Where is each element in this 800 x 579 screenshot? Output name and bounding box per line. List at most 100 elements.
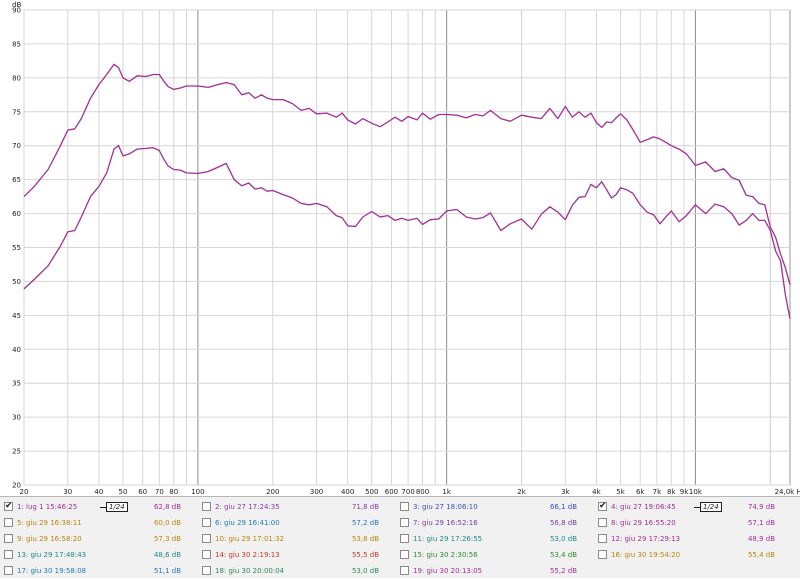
measurement-checkbox[interactable] xyxy=(400,550,409,559)
y-tick-label: 65 xyxy=(12,176,21,184)
measurement-name[interactable]: 14: giu 30 2:19:13 xyxy=(215,551,280,559)
legend-row: ✔ 1: lug 1 15:46:25 1/24 62,8 dB 2: giu 27 1… xyxy=(0,499,800,515)
measurement-checkbox[interactable] xyxy=(202,566,211,575)
legend-item: 6: giu 29 16:41:00 57,2 dB xyxy=(198,515,395,531)
checkmark-icon: ✔ xyxy=(5,501,13,511)
measurement-name[interactable]: 18: giu 30 20:00:04 xyxy=(215,567,285,575)
measurement-name[interactable]: 2: giu 27 17:24:35 xyxy=(215,503,280,511)
measurement-checkbox[interactable] xyxy=(4,534,13,543)
measurement-name[interactable]: 11: giu 29 17:26:55 xyxy=(413,535,483,543)
measurement-checkbox[interactable] xyxy=(598,534,607,543)
x-tick-label: 9k xyxy=(680,488,689,496)
measurement-name[interactable]: 19: giu 30 20:13:05 xyxy=(413,567,483,575)
measurement-name[interactable]: 13: giu 29 17:48:43 xyxy=(17,551,87,559)
measurement-name[interactable]: 16: giu 30 19:54:20 xyxy=(611,551,681,559)
legend-row: 17: giu 30 19:58:08 51,1 dB 18: giu 30 20:… xyxy=(0,563,800,579)
measurement-checkbox[interactable] xyxy=(400,518,409,527)
legend-item: 17: giu 30 19:58:08 51,1 dB xyxy=(0,563,197,579)
legend-item: 10: giu 29 17:01:32 53,8 dB xyxy=(198,531,395,547)
measurement-name[interactable]: 17: giu 30 19:58:08 xyxy=(17,567,87,575)
measurement-name[interactable]: 1: lug 1 15:46:25 xyxy=(17,503,78,511)
measurement-checkbox[interactable] xyxy=(4,518,13,527)
measurement-level: 55,2 dB xyxy=(549,567,577,575)
x-tick-label: 700 xyxy=(401,488,414,496)
measurement-checkbox[interactable]: ✔ xyxy=(598,501,607,511)
y-tick-label: 70 xyxy=(12,142,21,150)
smoothing-indicator[interactable]: 1/24 xyxy=(694,502,722,512)
y-tick-label: 40 xyxy=(12,346,21,354)
x-tick-label: 70 xyxy=(155,488,164,496)
x-tick-label: 20 xyxy=(20,488,29,496)
measurement-checkbox[interactable] xyxy=(400,566,409,575)
measurement-name[interactable]: 12: giu 29 17:29:13 xyxy=(611,535,681,543)
legend-item: 3: giu 27 18:06:10 66,1 dB xyxy=(396,499,593,515)
measurement-checkbox[interactable] xyxy=(598,550,607,559)
x-tick-label: 300 xyxy=(310,488,323,496)
measurement-name[interactable]: 4: giu 27 19:06:45 xyxy=(611,503,676,511)
measurement-name[interactable]: 10: giu 29 17:01:32 xyxy=(215,535,285,543)
measurement-level: 55,4 dB xyxy=(747,551,775,559)
smoothing-indicator[interactable]: 1/24 xyxy=(100,502,128,512)
y-tick-label: 85 xyxy=(12,40,21,48)
measurement-name[interactable]: 3: giu 27 18:06:10 xyxy=(413,503,478,511)
measurement-name[interactable]: 9: giu 29 16:58:20 xyxy=(17,535,82,543)
x-tick-label: 6k xyxy=(636,488,645,496)
measurement-level: 53,8 dB xyxy=(351,535,379,543)
measurement-level: 53,0 dB xyxy=(549,535,577,543)
measurement-level: 74,9 dB xyxy=(747,503,775,511)
legend-item: 19: giu 30 20:13:05 55,2 dB xyxy=(396,563,593,579)
measurement-level: 48,6 dB xyxy=(153,551,181,559)
measurement-level: 66,1 dB xyxy=(549,503,577,511)
y-axis-unit-label: dB xyxy=(12,1,21,9)
measurement-level: 48,9 dB xyxy=(747,535,775,543)
legend-item: 15: giu 30 2:30:56 53,4 dB xyxy=(396,547,593,563)
measurement-checkbox[interactable] xyxy=(202,502,211,511)
x-tick-label: 24,0k Hz xyxy=(775,488,800,496)
x-tick-label: 7k xyxy=(653,488,662,496)
x-tick-label: 80 xyxy=(169,488,178,496)
measurement-level: 62,8 dB xyxy=(153,503,181,511)
measurement-level: 71,8 dB xyxy=(351,503,379,511)
x-tick-label: 500 xyxy=(365,488,378,496)
measurement-name[interactable]: 5: giu 29 16:38:11 xyxy=(17,519,82,527)
x-tick-label: 100 xyxy=(191,488,204,496)
measurement-checkbox[interactable] xyxy=(400,502,409,511)
legend-item: 2: giu 27 17:24:35 71,8 dB xyxy=(198,499,395,515)
measurement-checkbox[interactable] xyxy=(400,534,409,543)
measurement-level: 56,8 dB xyxy=(549,519,577,527)
measurement-checkbox[interactable] xyxy=(202,518,211,527)
measurement-checkbox[interactable] xyxy=(4,550,13,559)
x-tick-label: 10k xyxy=(689,488,703,496)
series-line-2 xyxy=(23,145,791,319)
legend-item: 16: giu 30 19:54:20 55,4 dB xyxy=(594,547,791,563)
x-tick-label: 4k xyxy=(592,488,601,496)
x-tick-label: 8k xyxy=(667,488,676,496)
x-axis-tick-labels: 20 30 40 50 60 70 80 100 200 300 400 500 600 700 800 1k… xyxy=(20,488,800,496)
measurement-name[interactable]: 7: giu 29 16:52:16 xyxy=(413,519,478,527)
legend-item: ✔ 4: giu 27 19:06:45 1/24 74,9 dB xyxy=(594,499,791,515)
measurement-name[interactable]: 8: giu 29 16:55:20 xyxy=(611,519,676,527)
y-tick-label: 90 xyxy=(12,7,21,15)
measurement-checkbox[interactable]: ✔ xyxy=(4,501,13,511)
legend-item: 5: giu 29 16:38:11 60,0 dB xyxy=(0,515,197,531)
legend-item: ✔ 1: lug 1 15:46:25 1/24 62,8 dB xyxy=(0,499,197,515)
y-tick-label: 75 xyxy=(12,108,21,116)
y-tick-label: 30 xyxy=(12,414,21,422)
legend-row: 5: giu 29 16:38:11 60,0 dB 6: giu 29 16:41… xyxy=(0,515,800,531)
y-tick-label: 35 xyxy=(12,380,21,388)
measurement-level: 57,2 dB xyxy=(351,519,379,527)
x-tick-label: 200 xyxy=(266,488,279,496)
legend-item: 11: giu 29 17:26:55 53,0 dB xyxy=(396,531,593,547)
measurement-checkbox[interactable] xyxy=(598,518,607,527)
measurement-checkbox[interactable] xyxy=(4,566,13,575)
y-tick-label: 25 xyxy=(12,448,21,456)
legend-row: 9: giu 29 16:58:20 57,3 dB 10: giu 29 17:0… xyxy=(0,531,800,547)
measurement-name[interactable]: 6: giu 29 16:41:00 xyxy=(215,519,280,527)
measurement-checkbox[interactable] xyxy=(202,550,211,559)
measurement-name[interactable]: 15: giu 30 2:30:56 xyxy=(413,551,478,559)
measurement-level: 55,5 dB xyxy=(351,551,379,559)
y-axis-tick-labels: 20 25 30 35 40 45 50 55 60 65 70 75 80 85 90 xyxy=(12,7,21,490)
frequency-response-chart: 20 25 30 35 40 45 50 55 60 65 70 75 80 85 90 20 30 40 50 6… xyxy=(12,1,800,496)
y-tick-label: 45 xyxy=(12,312,21,320)
measurement-checkbox[interactable] xyxy=(202,534,211,543)
